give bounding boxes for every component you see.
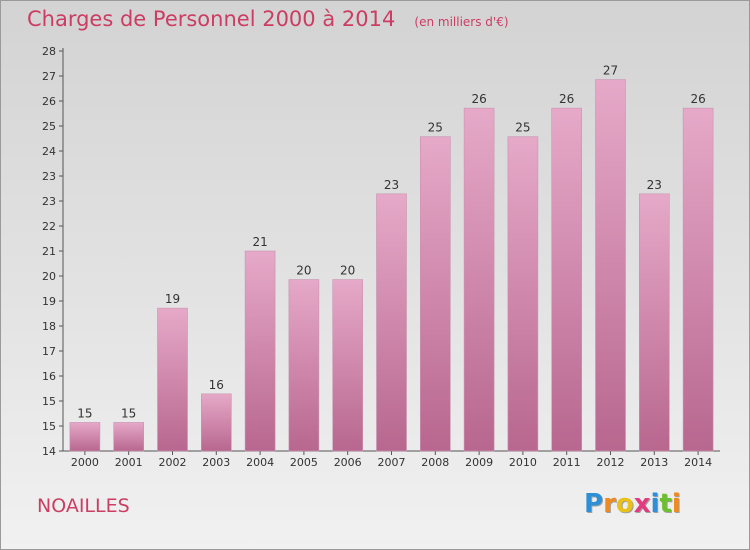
chart-subtitle: (en milliers d'€) [414,15,509,29]
chart-bars: 15 15 19 16 21 20 20 23 25 26 25 26 27 23 26 [69,64,714,452]
y-tick-label: 25 [42,120,56,133]
bar-2000 [69,422,101,452]
x-tick-label-2011: 2011 [553,456,581,469]
x-tick-label-2001: 2001 [115,456,143,469]
y-tick-label: 23 [42,170,56,183]
x-tick-label-2003: 2003 [202,456,230,469]
bar-label-2005: 20 [296,264,311,278]
bar-2013 [638,193,670,452]
bar-2008 [419,136,451,452]
bar-2010 [507,136,539,452]
y-tick-label: 20 [42,270,56,283]
y-tick-label: 26 [42,95,56,108]
bar-2009 [463,107,495,452]
bar-2003 [201,393,232,452]
bar-label-2013: 23 [647,178,662,192]
y-tick-label: 21 [42,245,56,258]
bar-label-2000: 15 [77,406,92,420]
bar-label-2002: 19 [165,292,180,306]
x-tick-label-2005: 2005 [290,456,318,469]
town-name: NOAILLES [37,495,130,517]
bar-label-2003: 16 [209,378,224,392]
y-tick-label: 18 [42,320,56,333]
chart-title: Charges de Personnel 2000 à 2014 [27,7,396,31]
x-tick-label-2008: 2008 [421,456,449,469]
y-tick-label: 23 [42,195,56,208]
bar-label-2014: 26 [690,92,705,106]
logo-letter: o [615,489,634,519]
x-tick-label-2002: 2002 [159,456,187,469]
x-tick-label-2007: 2007 [378,456,406,469]
bar-label-2011: 26 [559,92,574,106]
bar-2007 [376,193,407,452]
x-tick-label-2013: 2013 [640,456,668,469]
x-tick-label-2006: 2006 [334,456,362,469]
bar-2011 [551,107,583,452]
bar-label-2012: 27 [603,64,618,78]
y-tick-label: 24 [42,145,56,158]
bar-2001 [113,422,144,452]
x-tick-label-2004: 2004 [246,456,274,469]
logo-letter: r [603,489,616,519]
logo-letter: x [633,489,651,519]
bar-label-2004: 21 [252,235,267,249]
y-tick-label: 16 [42,370,56,383]
bar-label-2009: 26 [471,92,486,106]
y-tick-label: 19 [42,295,56,308]
y-tick-label: 17 [42,345,56,358]
x-tick-label-2010: 2010 [509,456,537,469]
bar-2014 [682,107,714,452]
y-tick-label: 15 [42,395,56,408]
y-tick-label: 22 [42,220,56,233]
bar-2002 [157,307,188,452]
bar-2005 [288,279,320,452]
bar-2006 [332,279,364,452]
bar-label-2006: 20 [340,264,355,278]
bar-label-2007: 23 [384,178,399,192]
bar-label-2008: 25 [428,121,443,135]
chart-axes: 14 15 15 16 17 18 19 20 21 22 23 23 24 25 26 27 28 2000 20… [42,45,720,469]
x-tick-label-2014: 2014 [684,456,712,469]
title-line: Charges de Personnel 2000 à 2014 (en mil… [27,7,509,31]
y-tick-label: 27 [42,70,56,83]
logo-letter: i [650,489,660,519]
x-tick-label-2009: 2009 [465,456,493,469]
bar-label-2010: 25 [515,121,530,135]
bar-2004 [244,250,276,452]
proxiti-logo[interactable]: Proxiti [584,489,681,519]
x-tick-label-2000: 2000 [71,456,99,469]
logo-letter: i [671,489,681,519]
bar-2012 [595,79,626,452]
bar-label-2001: 15 [121,406,136,420]
y-tick-label: 15 [42,420,56,433]
x-tick-label-2012: 2012 [597,456,625,469]
y-tick-label: 28 [42,45,56,58]
logo-letter: t [659,489,672,519]
y-tick-label: 14 [42,445,56,458]
logo-letter: P [584,489,604,519]
